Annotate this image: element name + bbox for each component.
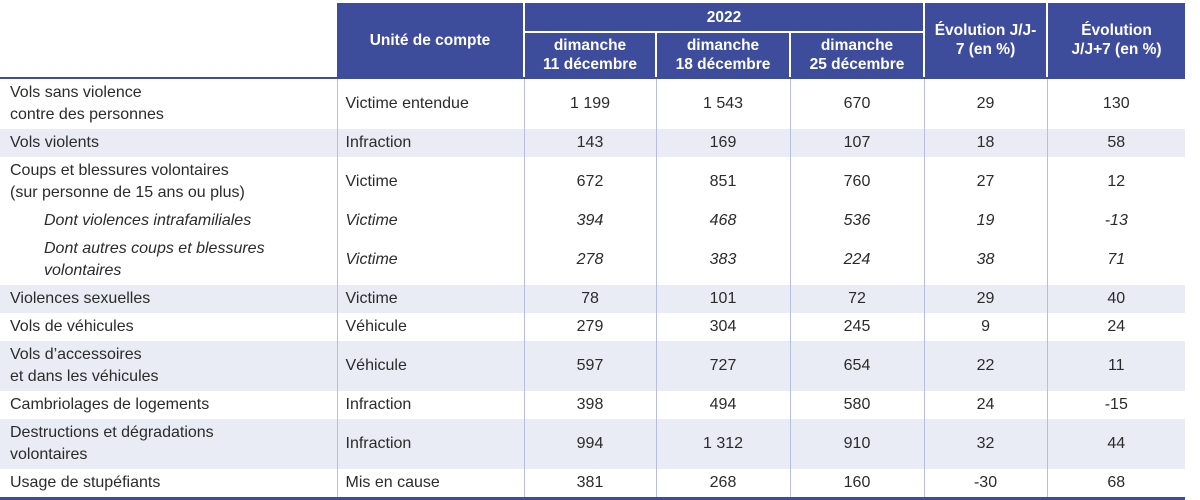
table-row-subcategory: Dont autres coups et blessures volontair… [0, 235, 1186, 285]
row-label: Violences sexuelles [0, 285, 337, 313]
row-unit: Victime [336, 157, 524, 207]
evolution-j-plus-7-header: Évolution J/J+7 (en %) [1046, 3, 1186, 79]
evolution-j-7-value: 9 [923, 313, 1048, 341]
row-unit: Victime [336, 235, 524, 285]
value-dec-25: 760 [789, 157, 925, 207]
corner-cell [0, 3, 337, 79]
row-label: Dont autres coups et blessures volontair… [44, 240, 265, 279]
row-unit: Véhicule [336, 313, 524, 341]
table-header: Unité de compte 2022 Évolution J/J- 7 (e… [0, 3, 1186, 79]
value-dec-18: 1 312 [655, 419, 790, 469]
row-unit: Infraction [336, 391, 524, 419]
row-unit: Victime entendue [336, 78, 524, 129]
value-dec-25: 670 [789, 78, 925, 129]
value-dec-18: 1 543 [655, 78, 790, 129]
row-unit: Infraction [336, 419, 524, 469]
table-row: Vols sans violence contre des personnes … [0, 78, 1186, 129]
table-row: Vols de véhicules Véhicule 279 304 245 9… [0, 313, 1186, 341]
date-header-dec-11: dimanche 11 décembre [523, 32, 656, 79]
row-label: Vols d’accessoires et dans les véhicules [0, 341, 337, 391]
evolution-j-7-value: 29 [923, 78, 1048, 129]
value-dec-11: 994 [523, 419, 656, 469]
evolution-j-plus-7-value: 24 [1046, 313, 1186, 341]
value-dec-18: 727 [655, 341, 790, 391]
row-label: Coups et blessures volontaires (sur pers… [10, 162, 245, 201]
table-row: Destructions et dégradations volontaires… [0, 419, 1186, 469]
row-label: Destructions et dégradations volontaires [0, 419, 337, 469]
year-header: 2022 [522, 3, 925, 33]
unit-of-count-header: Unité de compte [337, 3, 524, 79]
row-label: Vols violents [0, 129, 337, 157]
date-header-dec-18: dimanche 18 décembre [655, 32, 790, 79]
value-dec-25: 536 [789, 207, 925, 235]
value-dec-25: 72 [789, 285, 925, 313]
evolution-j-7-value: 19 [923, 207, 1048, 235]
value-dec-25: 224 [789, 235, 925, 285]
evolution-j-plus-7-value: 58 [1046, 129, 1186, 157]
row-label: Dont violences intrafamiliales [44, 212, 252, 229]
table-row-subcategory: Dont violences intrafamiliales Victime 3… [0, 207, 1186, 235]
value-dec-11: 672 [523, 157, 656, 207]
value-dec-11: 78 [523, 285, 656, 313]
date-header-dec-25: dimanche 25 décembre [788, 32, 925, 79]
table-row: Violences sexuelles Victime 78 101 72 29… [0, 285, 1186, 313]
evolution-j-plus-7-value: 68 [1046, 469, 1186, 500]
value-dec-25: 160 [789, 469, 925, 500]
evolution-j-plus-7-value: -15 [1046, 391, 1186, 419]
row-label: Vols de véhicules [10, 318, 134, 335]
row-label: Vols sans violence contre des personnes [10, 84, 164, 123]
evolution-j-7-value: -30 [923, 469, 1048, 500]
evolution-j-minus-7-header: Évolution J/J- 7 (en %) [923, 3, 1048, 79]
evolution-j-plus-7-value: 71 [1046, 235, 1186, 285]
value-dec-11: 143 [523, 129, 656, 157]
evolution-j-7-value: 29 [923, 285, 1048, 313]
evolution-j-plus-7-value: 40 [1046, 285, 1186, 313]
value-dec-25: 107 [789, 129, 925, 157]
evolution-j-plus-7-value: 12 [1046, 157, 1186, 207]
table-row: Cambriolages de logements Infraction 398… [0, 391, 1186, 419]
row-label: Usage de stupéfiants [0, 469, 337, 500]
row-unit: Victime [336, 207, 524, 235]
value-dec-18: 383 [655, 235, 790, 285]
table-row: Vols violents Infraction 143 169 107 18 … [0, 129, 1186, 157]
table-row: Coups et blessures volontaires (sur pers… [0, 157, 1186, 207]
table-row: Usage de stupéfiants Mis en cause 381 26… [0, 469, 1186, 500]
table-row: Vols d’accessoires et dans les véhicules… [0, 341, 1186, 391]
value-dec-25: 245 [789, 313, 925, 341]
row-unit: Victime [336, 285, 524, 313]
value-dec-25: 910 [789, 419, 925, 469]
value-dec-18: 101 [655, 285, 790, 313]
value-dec-11: 278 [523, 235, 656, 285]
row-unit: Infraction [336, 129, 524, 157]
evolution-j-7-value: 32 [923, 419, 1048, 469]
value-dec-18: 169 [655, 129, 790, 157]
evolution-j-7-value: 24 [923, 391, 1048, 419]
value-dec-11: 381 [523, 469, 656, 500]
statistics-table: Unité de compte 2022 Évolution J/J- 7 (e… [0, 3, 1186, 500]
evolution-j-7-value: 27 [923, 157, 1048, 207]
evolution-j-7-value: 22 [923, 341, 1048, 391]
evolution-j-plus-7-value: 44 [1046, 419, 1186, 469]
value-dec-11: 398 [523, 391, 656, 419]
value-dec-11: 1 199 [523, 78, 656, 129]
value-dec-11: 597 [523, 341, 656, 391]
evolution-j-7-value: 38 [923, 235, 1048, 285]
value-dec-25: 654 [789, 341, 925, 391]
evolution-j-plus-7-value: 130 [1046, 78, 1186, 129]
value-dec-25: 580 [789, 391, 925, 419]
evolution-j-7-value: 18 [923, 129, 1048, 157]
evolution-j-plus-7-value: -13 [1046, 207, 1186, 235]
evolution-j-plus-7-value: 11 [1046, 341, 1186, 391]
value-dec-11: 394 [523, 207, 656, 235]
value-dec-18: 304 [655, 313, 790, 341]
row-unit: Véhicule [336, 341, 524, 391]
value-dec-18: 494 [655, 391, 790, 419]
value-dec-18: 468 [655, 207, 790, 235]
value-dec-18: 268 [655, 469, 790, 500]
value-dec-18: 851 [655, 157, 790, 207]
row-unit: Mis en cause [336, 469, 524, 500]
value-dec-11: 279 [523, 313, 656, 341]
table-body: Vols sans violence contre des personnes … [0, 78, 1186, 500]
row-label: Cambriolages de logements [10, 396, 210, 413]
